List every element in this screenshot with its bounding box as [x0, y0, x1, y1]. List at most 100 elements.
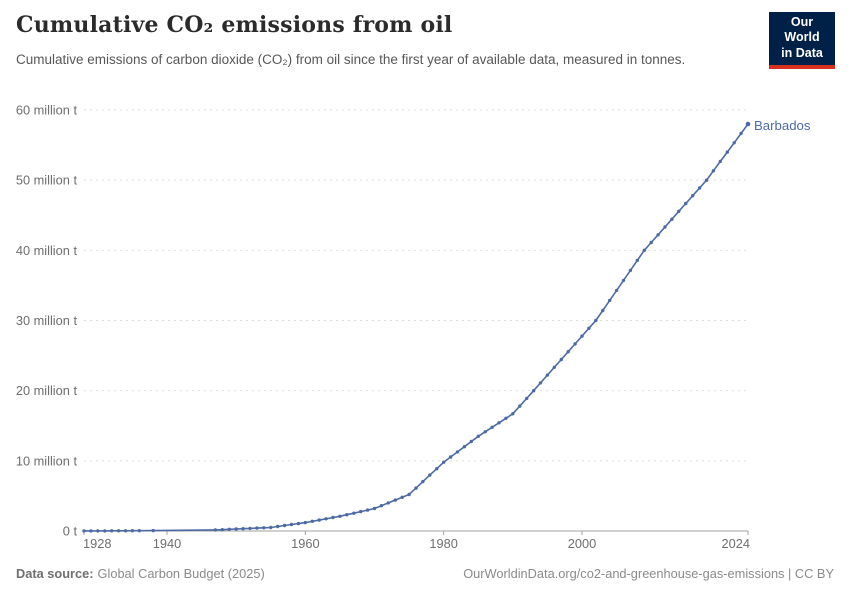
data-point	[352, 511, 356, 515]
data-point	[282, 523, 287, 528]
data-point	[580, 334, 584, 338]
data-source: Data source: Global Carbon Budget (2025)	[16, 566, 265, 581]
data-point	[82, 529, 86, 533]
data-point	[324, 517, 328, 521]
x-tick-label: 2000	[568, 536, 596, 551]
data-point	[677, 209, 681, 213]
y-tick-label: 10 million t	[16, 453, 78, 468]
data-point	[386, 501, 390, 505]
data-point	[379, 504, 384, 508]
data-point	[220, 528, 224, 532]
data-point	[545, 373, 550, 377]
data-point	[400, 495, 404, 499]
data-point	[531, 389, 536, 393]
data-point	[739, 131, 743, 136]
data-point	[359, 509, 363, 514]
data-point	[525, 396, 529, 401]
data-point	[614, 288, 619, 293]
owid-logo: Our World in Data	[769, 12, 835, 69]
data-point	[455, 450, 460, 454]
data-point	[559, 357, 563, 362]
data-point	[483, 430, 487, 434]
x-tick-label: 1980	[429, 536, 457, 551]
data-point	[407, 492, 411, 497]
data-point	[241, 527, 245, 531]
data-point	[96, 529, 100, 533]
data-point	[428, 473, 432, 477]
x-tick-label: 1960	[291, 536, 319, 551]
data-point	[594, 318, 598, 323]
data-point	[227, 527, 231, 531]
data-point	[725, 150, 729, 154]
data-point	[697, 186, 702, 190]
data-point	[642, 248, 646, 252]
data-point	[372, 506, 377, 511]
y-tick-label: 30 million t	[16, 313, 78, 328]
y-tick-label: 40 million t	[16, 243, 78, 258]
data-point	[476, 434, 480, 438]
data-point	[331, 515, 335, 520]
data-point	[310, 519, 314, 523]
data-point	[213, 528, 218, 532]
y-tick-label: 50 million t	[16, 173, 78, 188]
data-point	[732, 141, 736, 145]
data-point	[497, 421, 501, 425]
data-point	[518, 404, 522, 408]
series-label-barbados: Barbados	[754, 118, 811, 133]
data-point	[345, 513, 349, 517]
data-point	[255, 526, 259, 530]
data-point	[317, 518, 321, 522]
x-tick-label: 1928	[83, 536, 111, 551]
data-point	[110, 529, 114, 533]
data-point	[691, 194, 695, 198]
data-point	[130, 529, 135, 533]
x-tick-label: 1940	[153, 536, 181, 551]
data-point	[538, 381, 543, 385]
chart-footer: Data source: Global Carbon Budget (2025) …	[16, 566, 834, 581]
data-point	[137, 529, 141, 533]
data-point	[635, 258, 639, 263]
data-point	[469, 439, 473, 444]
data-point	[704, 178, 709, 182]
logo-line1: Our World	[784, 15, 820, 45]
data-point	[414, 486, 418, 490]
data-point	[151, 528, 155, 533]
data-point	[303, 520, 307, 525]
page-subtitle: Cumulative emissions of carbon dioxide (…	[16, 52, 686, 67]
x-tick-label: 2024	[722, 536, 750, 551]
data-point	[670, 217, 674, 221]
data-point	[365, 508, 370, 512]
data-point	[448, 455, 453, 459]
data-point	[504, 416, 508, 420]
data-point	[711, 169, 716, 173]
data-point	[663, 225, 667, 229]
data-point	[718, 159, 722, 164]
page-title: Cumulative CO₂ emissions from oil	[16, 12, 453, 38]
data-point	[123, 529, 128, 533]
y-tick-label: 20 million t	[16, 383, 78, 398]
data-point	[103, 529, 107, 533]
y-tick-label: 0 t	[63, 524, 78, 539]
data-point	[248, 526, 252, 531]
logo-line2: in Data	[781, 45, 823, 60]
data-point	[587, 326, 591, 330]
data-point	[511, 412, 515, 416]
data-point	[289, 522, 294, 527]
data-point	[393, 498, 397, 502]
data-point	[552, 365, 556, 369]
data-source-value: Global Carbon Budget (2025)	[97, 566, 265, 581]
data-point	[601, 308, 605, 313]
data-point	[435, 467, 439, 471]
footer-link[interactable]: OurWorldinData.org/co2-and-greenhouse-ga…	[463, 566, 834, 581]
series-line	[84, 123, 749, 532]
data-point	[421, 479, 425, 484]
data-source-label: Data source:	[16, 566, 94, 581]
series-endpoint	[745, 121, 751, 127]
data-point	[276, 524, 280, 529]
data-point	[442, 460, 446, 464]
data-point	[628, 268, 633, 273]
data-point	[566, 350, 570, 354]
data-point	[621, 278, 626, 283]
